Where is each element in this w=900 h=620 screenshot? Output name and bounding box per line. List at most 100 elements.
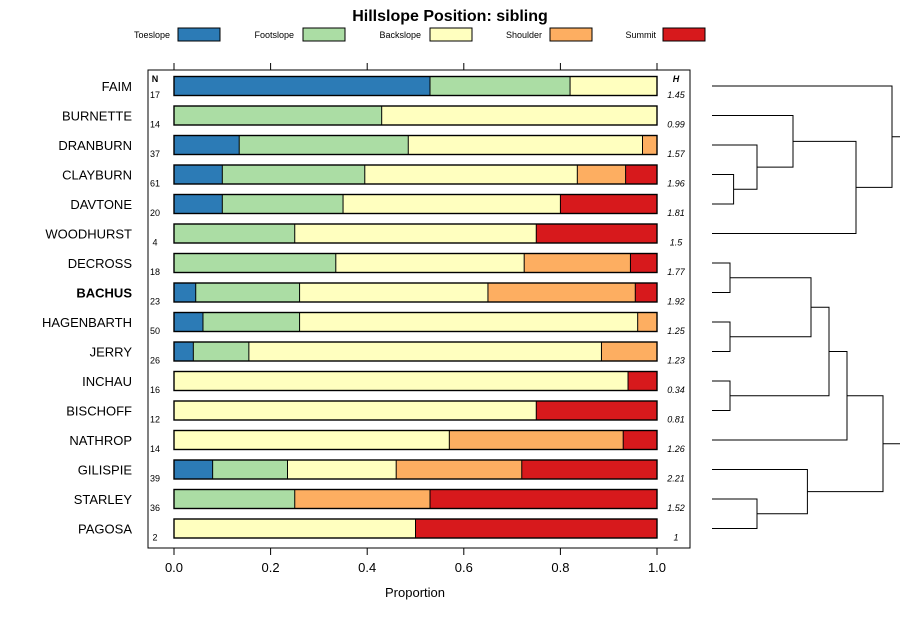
bar-outline-decross (173, 252, 658, 274)
bar-jerry-shoulder (601, 342, 657, 361)
bar-gilispie-toeslope (174, 460, 213, 479)
row-label-gilispie: GILISPIE (78, 463, 133, 478)
row-label-hagenbarth: HAGENBARTH (42, 315, 132, 330)
row-h-burnette: 0.99 (667, 120, 685, 130)
x-axis-label: Proportion (385, 585, 445, 600)
bar-outline-inchau (173, 370, 658, 392)
row-n-bischoff: 12 (150, 415, 160, 425)
bar-nathrop-shoulder (449, 430, 624, 450)
x-tick-label: 0.0 (165, 560, 183, 575)
row-n-pagosa: 2 (152, 533, 157, 543)
row-gilispie: GILISPIE 39 2.21 (78, 459, 685, 484)
row-woodhurst: WOODHURST 4 1.5 (45, 223, 684, 248)
bar-bachus-footslope (195, 283, 300, 302)
bar-outline-jerry (173, 341, 658, 362)
bar-davtone-backslope (343, 194, 561, 214)
bar-bachus-backslope (299, 283, 488, 302)
row-n-inchau: 16 (150, 385, 160, 395)
bar-pagosa-summit (415, 519, 657, 538)
row-h-woodhurst: 1.5 (670, 238, 684, 248)
row-label-bachus: BACHUS (76, 286, 132, 301)
row-n-hagenbarth: 50 (150, 326, 160, 336)
bar-bachus-toeslope (174, 283, 196, 302)
bar-outline-davtone (173, 193, 658, 215)
row-burnette: BURNETTE 14 0.99 (62, 105, 685, 130)
bar-jerry-toeslope (174, 342, 194, 361)
row-h-hagenbarth: 1.25 (667, 326, 686, 336)
bar-outline-woodhurst (173, 223, 658, 244)
bar-jerry-footslope (193, 342, 249, 361)
bar-starley-shoulder (294, 489, 430, 509)
row-h-nathrop: 1.26 (667, 444, 685, 454)
dendrogram-link (712, 144, 758, 190)
dendrogram (712, 85, 900, 529)
bar-clayburn-summit (625, 165, 657, 184)
bar-faim-backslope (570, 76, 657, 96)
bar-bachus-shoulder (487, 283, 636, 302)
row-clayburn: CLAYBURN 61 1.96 (62, 164, 685, 189)
dendrogram-link (712, 380, 731, 411)
row-h-pagosa: 1 (673, 533, 678, 543)
bar-bischoff-summit (536, 401, 657, 420)
bar-davtone-summit (560, 194, 657, 214)
row-h-dranburn: 1.57 (667, 149, 686, 159)
row-label-burnette: BURNETTE (62, 109, 132, 124)
row-n-decross: 18 (150, 267, 160, 277)
row-label-starley: STARLEY (74, 492, 133, 507)
plot-frame (147, 69, 691, 549)
row-n-gilispie: 39 (150, 474, 160, 484)
bar-outline-starley (173, 488, 658, 510)
bar-nathrop-summit (623, 430, 657, 450)
bar-davtone-footslope (222, 194, 344, 214)
row-h-bachus: 1.92 (667, 297, 685, 307)
row-label-bischoff: BISCHOFF (66, 404, 132, 419)
bar-gilispie-footslope (212, 460, 288, 479)
row-label-inchau: INCHAU (82, 374, 132, 389)
dendrogram-link (712, 115, 794, 168)
row-n-jerry: 26 (150, 356, 160, 366)
legend-swatch-toeslope (177, 27, 221, 42)
bar-bischoff-backslope (174, 401, 537, 420)
bar-pagosa-backslope (174, 519, 416, 538)
bar-decross-shoulder (524, 253, 631, 273)
bar-burnette-footslope (174, 106, 382, 125)
x-tick-label: 0.4 (358, 560, 376, 575)
row-h-faim: 1.45 (667, 90, 686, 100)
bar-outline-bachus (173, 282, 658, 303)
row-label-faim: FAIM (102, 79, 132, 94)
row-label-decross: DECROSS (68, 256, 133, 271)
bar-outline-faim (173, 75, 658, 97)
bar-outline-dranburn (173, 134, 658, 156)
row-label-jerry: JERRY (90, 345, 133, 360)
legend-swatch-footslope (302, 27, 346, 42)
legend-swatch-shoulder (549, 27, 593, 42)
legend: Toeslope Footslope Backslope Shoulder Summit (134, 27, 706, 42)
row-n-faim: 17 (150, 90, 160, 100)
row-h-jerry: 1.23 (667, 356, 685, 366)
row-n-clayburn: 61 (150, 179, 160, 189)
dendrogram-link (730, 306, 830, 397)
bar-outline-nathrop (173, 429, 658, 451)
row-n-dranburn: 37 (150, 149, 160, 159)
row-h-bischoff: 0.81 (667, 415, 685, 425)
row-label-woodhurst: WOODHURST (45, 227, 132, 242)
bar-hagenbarth-footslope (202, 312, 300, 332)
bar-dranburn-toeslope (174, 135, 240, 155)
bar-davtone-toeslope (174, 194, 223, 214)
bar-nathrop-backslope (174, 430, 450, 450)
row-n-burnette: 14 (150, 120, 160, 130)
row-h-starley: 1.52 (667, 503, 685, 513)
row-davtone: DAVTONE 20 1.81 (70, 193, 685, 218)
dendrogram-link (712, 174, 735, 205)
row-n-nathrop: 14 (150, 444, 160, 454)
row-faim: FAIM 17 1.45 (102, 75, 686, 100)
row-n-starley: 36 (150, 503, 160, 513)
legend-label-backslope: Backslope (379, 30, 421, 40)
bar-outline-burnette (173, 105, 658, 126)
bar-woodhurst-footslope (174, 224, 295, 243)
bar-decross-footslope (174, 253, 336, 273)
row-label-clayburn: CLAYBURN (62, 168, 132, 183)
bar-decross-summit (630, 253, 657, 273)
x-tick-label: 1.0 (648, 560, 666, 575)
